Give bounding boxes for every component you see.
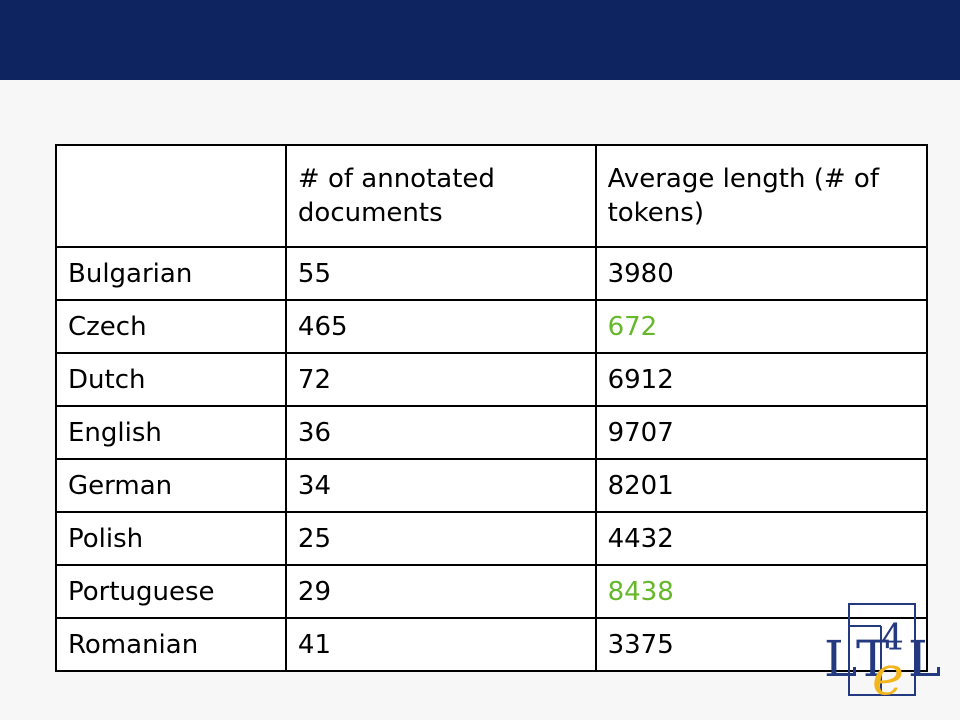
svg-text:4: 4 (881, 618, 904, 659)
header-cell-avg-length: Average length (# of tokens) (594, 144, 929, 248)
cell-language: Bulgarian (55, 246, 287, 301)
cell-documents: 29 (284, 564, 597, 619)
header-band (0, 0, 960, 80)
cell-avg-length: 4432 (594, 511, 929, 566)
svg-text:T: T (856, 630, 889, 688)
table-row: English 36 9707 (55, 405, 929, 460)
svg-text:L: L (908, 630, 941, 688)
table-row: Bulgarian 55 3980 (55, 246, 929, 301)
cell-documents: 36 (284, 405, 597, 460)
cell-documents: 465 (284, 299, 597, 354)
cell-language: German (55, 458, 287, 513)
svg-text:L: L (824, 630, 857, 688)
cell-language: Portuguese (55, 564, 287, 619)
header-cell-language (55, 144, 287, 248)
table-row: Dutch 72 6912 (55, 352, 929, 407)
cell-language: Romanian (55, 617, 287, 672)
table-row: Portuguese 29 8438 (55, 564, 929, 619)
cell-documents: 41 (284, 617, 597, 672)
cell-language: Polish (55, 511, 287, 566)
cell-avg-length: 3980 (594, 246, 929, 301)
svg-text:e: e (872, 644, 904, 698)
cell-avg-length: 8201 (594, 458, 929, 513)
cell-avg-length: 6912 (594, 352, 929, 407)
cell-avg-length-highlighted: 672 (594, 299, 929, 354)
lt4el-logo-icon: L T 4 L e (824, 603, 941, 698)
table-row: Romanian 41 3375 (55, 617, 929, 672)
cell-avg-length: 3375 (594, 617, 929, 672)
statistics-table: # of annotated documents Average length … (55, 144, 929, 672)
cell-documents: 25 (284, 511, 597, 566)
cell-documents: 55 (284, 246, 597, 301)
cell-language: Dutch (55, 352, 287, 407)
cell-language: Czech (55, 299, 287, 354)
table-row: German 34 8201 (55, 458, 929, 513)
cell-documents: 72 (284, 352, 597, 407)
cell-avg-length: 9707 (594, 405, 929, 460)
cell-language: English (55, 405, 287, 460)
table-row: Czech 465 672 (55, 299, 929, 354)
table-header-row: # of annotated documents Average length … (55, 144, 929, 248)
cell-documents: 34 (284, 458, 597, 513)
table-row: Polish 25 4432 (55, 511, 929, 566)
cell-avg-length-highlighted: 8438 (594, 564, 929, 619)
header-cell-documents: # of annotated documents (284, 144, 597, 248)
